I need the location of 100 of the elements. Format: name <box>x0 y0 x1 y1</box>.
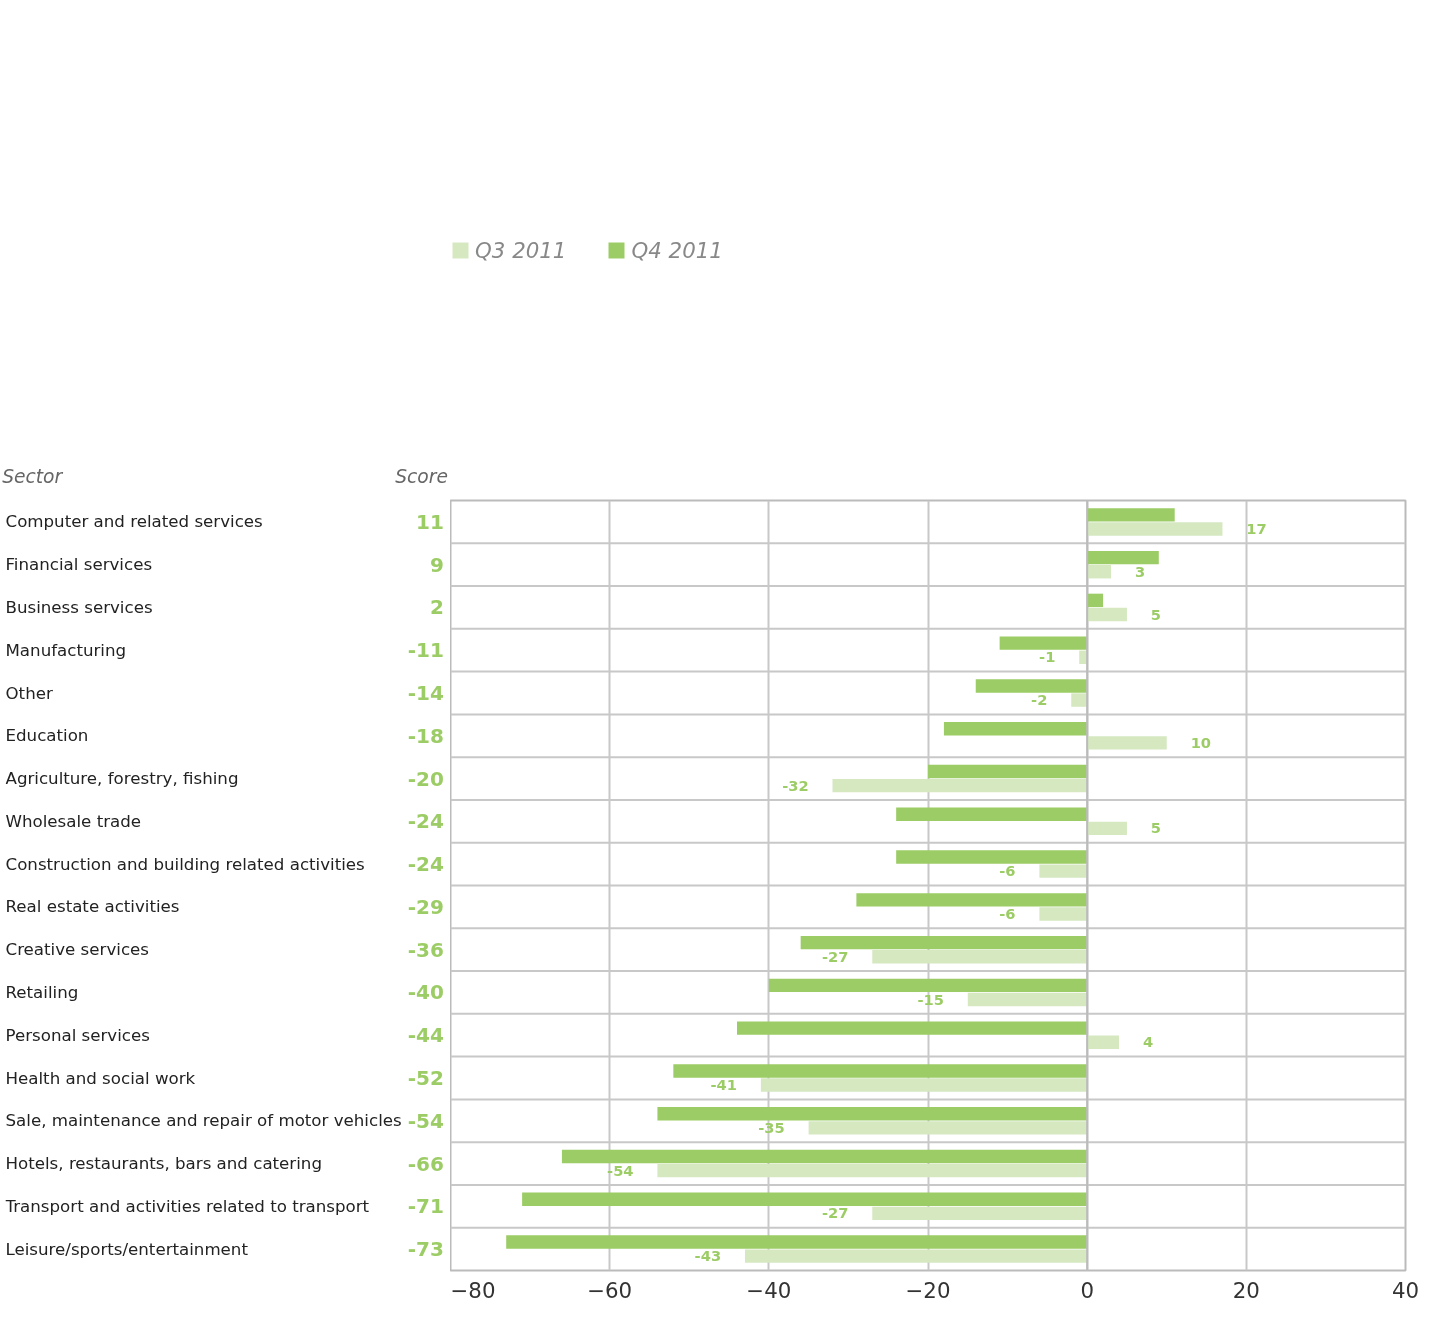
bar <box>872 950 1088 964</box>
y-tick-label: Hotels, restaurants, bars and catering <box>5 1154 322 1174</box>
bar <box>1071 693 1088 707</box>
y-tick-label: Construction and building related activities <box>5 854 365 874</box>
bar <box>1087 550 1159 565</box>
bar <box>760 1078 1088 1092</box>
bar <box>808 1121 1088 1135</box>
bar <box>1087 522 1223 536</box>
data-label: -24 <box>407 852 444 877</box>
data-label: -32 <box>782 776 809 794</box>
bar <box>1039 907 1088 921</box>
bar <box>856 893 1088 907</box>
y-tick-label: Health and social work <box>5 1068 196 1088</box>
bar <box>744 1249 1088 1263</box>
bar <box>800 935 1088 950</box>
bar <box>1087 1035 1119 1049</box>
data-label: -20 <box>407 766 444 791</box>
x-tick-label: −80 <box>450 1277 496 1303</box>
bar <box>1039 864 1088 878</box>
data-label: -29 <box>407 894 444 919</box>
data-label: -36 <box>407 937 444 962</box>
data-label: -41 <box>710 1076 738 1094</box>
bar <box>737 1021 1088 1035</box>
bar <box>1087 593 1104 608</box>
x-tick-label: 0 <box>1080 1277 1094 1303</box>
bar <box>657 1107 1088 1121</box>
y-tick-label: Sale, maintenance and repair of motor vehicles <box>5 1111 402 1131</box>
data-label: 9 <box>429 552 444 577</box>
y-tick-label: Financial services <box>5 555 153 575</box>
bar <box>768 978 1088 993</box>
y-tick-label: Real estate activities <box>5 897 180 917</box>
data-label: 2 <box>429 595 444 620</box>
data-label: -44 <box>407 1023 444 1048</box>
data-label: 5 <box>1150 605 1162 623</box>
bar <box>975 679 1088 693</box>
data-label: -27 <box>821 1204 849 1222</box>
data-label: -35 <box>758 1118 785 1136</box>
y-tick-label: Transport and activities related to transport <box>4 1196 370 1216</box>
data-label: -54 <box>407 1108 444 1133</box>
y-tick-label: Wholesale trade <box>5 811 142 831</box>
y-tick-label: Retailing <box>5 982 79 1002</box>
y-tick-label: Creative services <box>5 940 149 960</box>
y-tick-label: Computer and related services <box>5 512 263 532</box>
data-label: -11 <box>407 638 444 663</box>
data-label: -1 <box>1039 648 1056 666</box>
data-label: -18 <box>407 723 444 748</box>
bar <box>1087 607 1127 622</box>
data-label: -15 <box>917 990 944 1008</box>
bar <box>657 1163 1088 1178</box>
data-label: -6 <box>999 862 1016 880</box>
bar <box>1087 565 1112 579</box>
data-label: -43 <box>694 1247 722 1265</box>
x-tick-label: −60 <box>587 1277 633 1303</box>
bar <box>673 1064 1088 1078</box>
legend-label: Q3 2011 <box>475 237 567 263</box>
x-tick-label: 40 <box>1391 1277 1420 1303</box>
bar <box>1087 821 1127 836</box>
bar <box>999 636 1088 650</box>
y-tick-label: Leisure/sports/entertainment <box>5 1239 249 1259</box>
data-label: 10 <box>1190 733 1212 751</box>
y-tick-label: Agriculture, forestry, fishing <box>5 769 239 789</box>
bar <box>1087 508 1175 522</box>
data-label: -14 <box>407 681 444 705</box>
data-label: -6 <box>999 904 1016 922</box>
data-label: 11 <box>415 509 444 534</box>
data-label: -73 <box>407 1237 444 1262</box>
bar <box>943 722 1088 736</box>
bar <box>872 1206 1088 1221</box>
bar <box>832 778 1088 793</box>
y-tick-label: Business services <box>5 597 153 617</box>
data-label: 4 <box>1142 1033 1154 1051</box>
data-label: -54 <box>607 1161 634 1179</box>
bar <box>1087 736 1167 750</box>
data-label: -52 <box>407 1066 444 1090</box>
y-tick-label: Education <box>5 726 89 746</box>
data-label: 17 <box>1246 519 1267 537</box>
bar <box>967 992 1088 1007</box>
bar <box>561 1149 1088 1164</box>
bar <box>506 1235 1088 1249</box>
y-axis-title: Sector <box>2 465 64 487</box>
bar <box>522 1192 1088 1206</box>
data-label: -24 <box>407 809 444 834</box>
data-label: -71 <box>407 1194 444 1219</box>
text: Score <box>395 465 448 487</box>
data-label: -40 <box>407 980 444 1005</box>
data-label: 3 <box>1134 562 1146 580</box>
bar <box>928 764 1088 779</box>
y-tick-label: Manufacturing <box>5 640 127 660</box>
x-tick-label: −40 <box>746 1277 792 1303</box>
bar <box>896 850 1088 864</box>
data-label: 5 <box>1150 819 1162 837</box>
bar <box>896 807 1088 821</box>
legend-label: Q4 2011 <box>631 237 723 263</box>
data-label: -2 <box>1031 691 1048 709</box>
y-tick-label: Personal services <box>5 1025 150 1045</box>
x-tick-label: 20 <box>1232 1277 1260 1303</box>
data-label: -66 <box>407 1151 444 1176</box>
y-tick-label: Other <box>5 683 53 703</box>
x-tick-label: −20 <box>905 1277 951 1303</box>
data-label: -27 <box>821 947 849 965</box>
